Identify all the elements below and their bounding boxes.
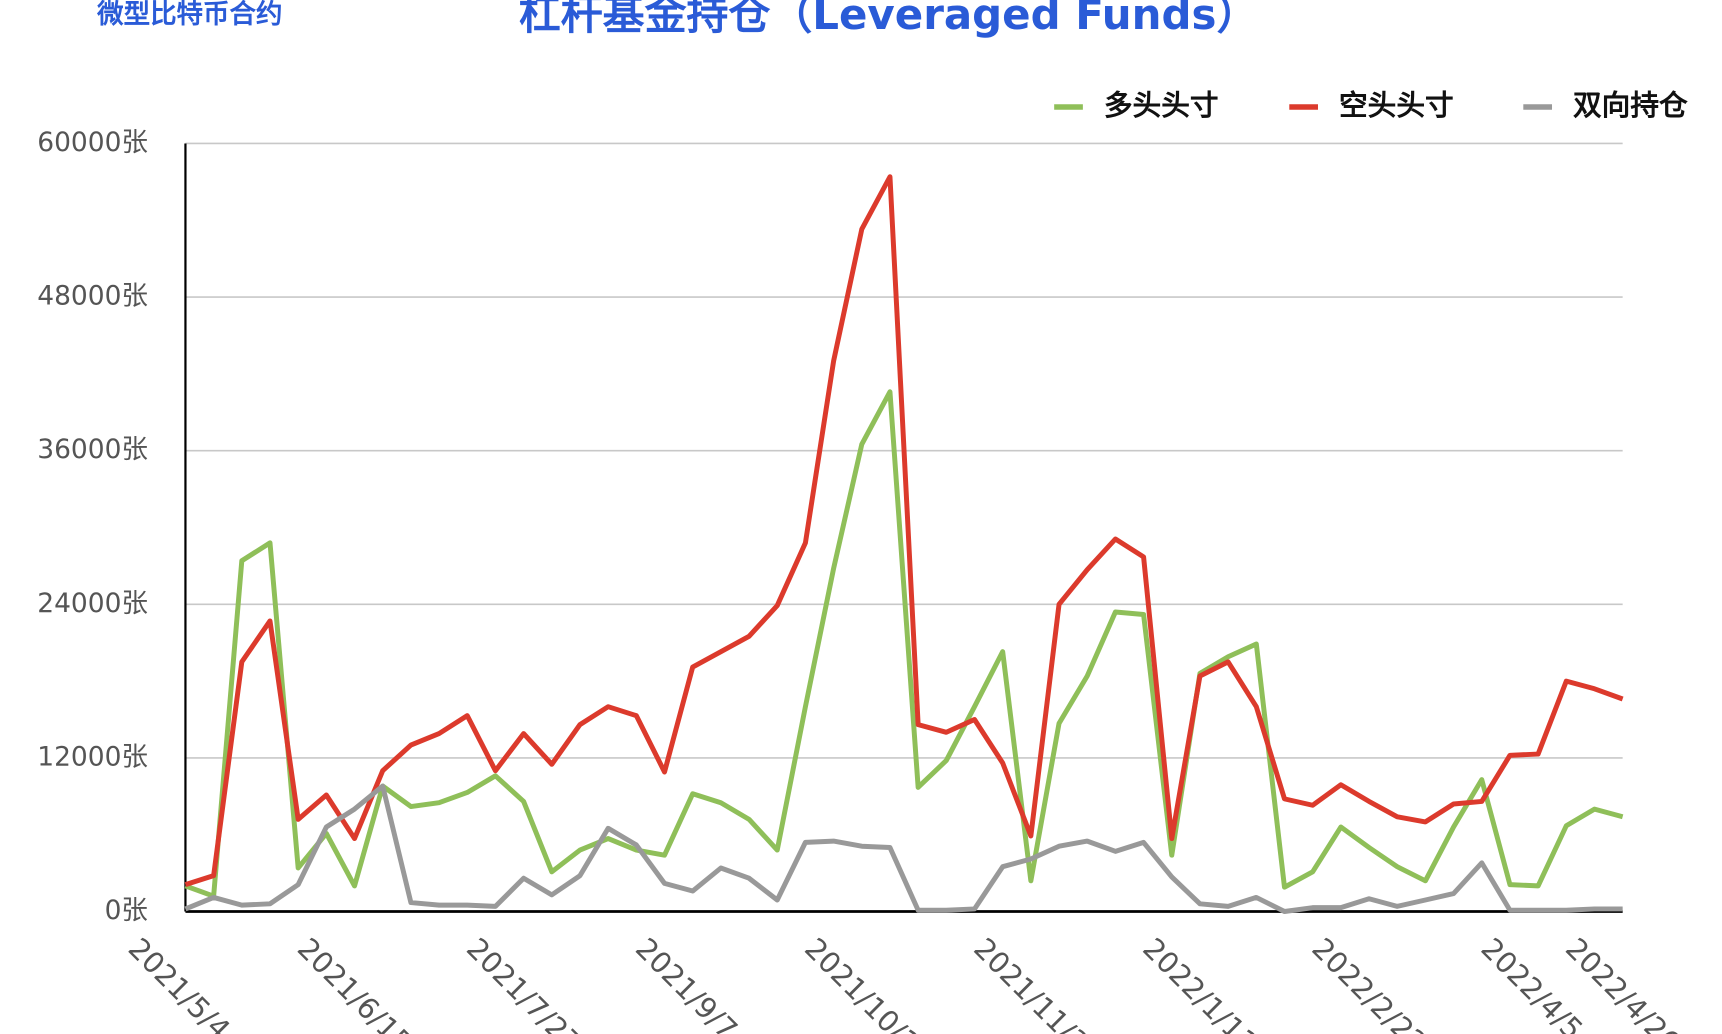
- y-tick-label: 36000张: [37, 434, 148, 465]
- x-tick-label: 2021/5/4: [122, 931, 237, 1034]
- x-tick-label: 2022/1/11: [1136, 931, 1264, 1034]
- y-tick-label: 24000张: [37, 588, 148, 619]
- y-tick-label: 12000张: [37, 741, 148, 772]
- legend-label: 空头头寸: [1339, 88, 1454, 122]
- x-tick-label: 2021/10/19: [798, 931, 939, 1034]
- series-line: [184, 389, 1624, 899]
- series-line: [184, 174, 1624, 887]
- chart-subtitle: 微型比特币合约: [96, 0, 282, 30]
- x-tick-label: 2021/6/15: [291, 931, 419, 1034]
- chart-title: 杠杆基金持仓（Leveraged Funds）: [519, 0, 1259, 39]
- y-tick-label: 0张: [105, 895, 148, 926]
- y-tick-label: 60000张: [37, 127, 148, 158]
- x-tick-label: 2021/7/27: [460, 931, 588, 1034]
- series-line: [184, 783, 1623, 914]
- x-tick-label: 2021/11/30: [967, 931, 1108, 1034]
- x-tick-label: 2021/9/7: [629, 931, 744, 1034]
- y-tick-label: 48000张: [37, 281, 148, 312]
- legend-label: 双向持仓: [1573, 88, 1688, 122]
- legend-label: 多头头寸: [1104, 88, 1219, 122]
- x-tick-label: 2022/2/22: [1305, 931, 1433, 1034]
